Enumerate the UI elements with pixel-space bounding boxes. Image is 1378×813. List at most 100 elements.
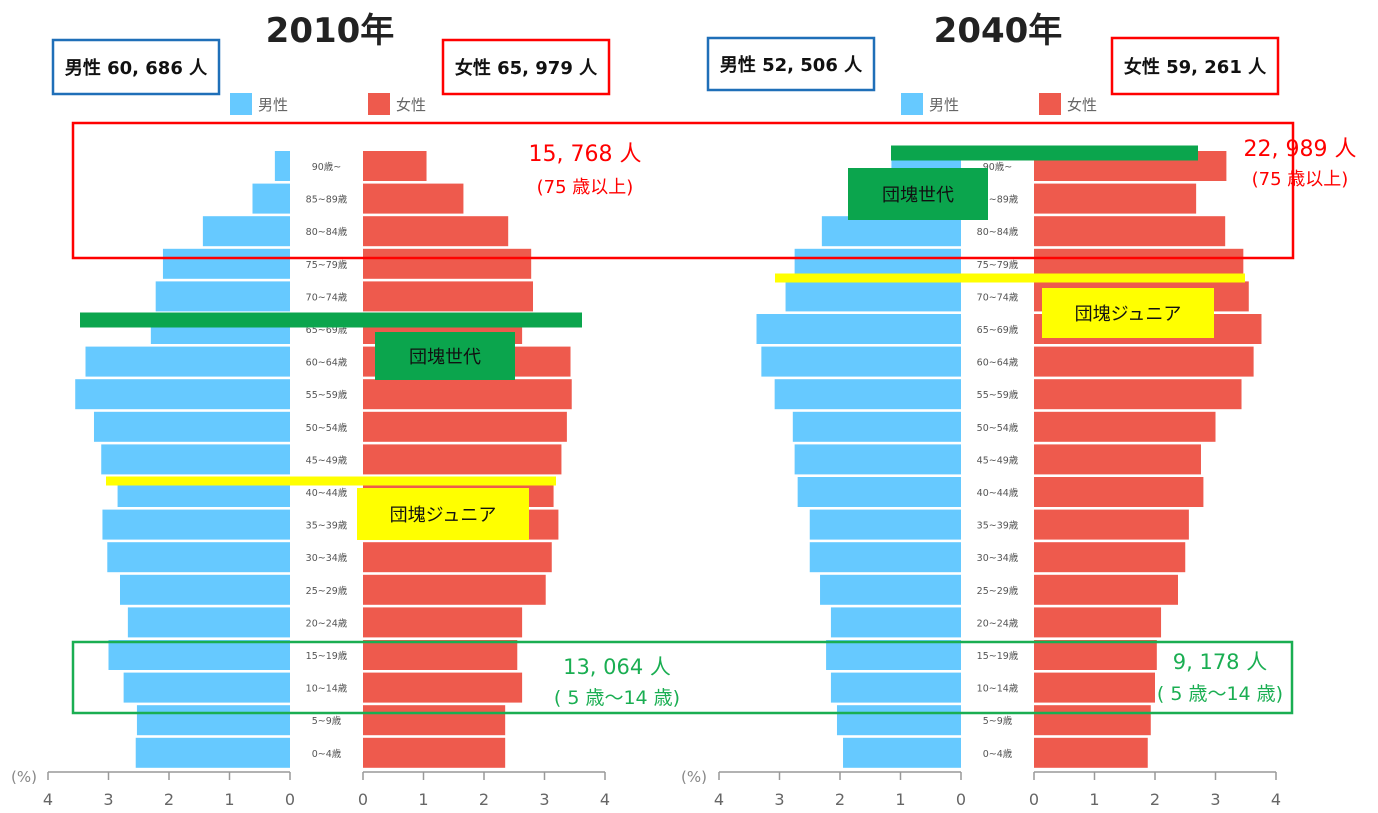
chart-title: 2010年: [266, 11, 395, 51]
female-bar: [363, 151, 427, 181]
female-bar: [1034, 216, 1226, 247]
female-bar: [363, 379, 572, 410]
chart-title: 2040年: [934, 11, 1063, 51]
legend-female-label: 女性: [1067, 96, 1097, 114]
female-bar: [1034, 477, 1204, 507]
dankai-label: 団塊世代: [409, 347, 481, 368]
age-group-label: 60~64歳: [977, 357, 1019, 369]
male-bar: [821, 216, 961, 247]
age-group-label: 30~34歳: [306, 552, 348, 564]
legend-female-label: 女性: [396, 96, 426, 114]
age-group-label: 0~4歳: [983, 748, 1013, 760]
male-bar: [830, 607, 961, 638]
male-bar: [843, 737, 961, 768]
age-group-label: 85~89歳: [306, 194, 348, 206]
female-total-box: [441, 38, 611, 96]
female-bar: [363, 248, 532, 279]
axis-tick-label: 1: [895, 790, 905, 809]
female-bar: [363, 216, 509, 247]
age-group-label: 90歳~: [312, 161, 342, 173]
axis-tick-label: 2: [835, 790, 845, 809]
female-bar: [1034, 444, 1201, 475]
age-group-label: 60~64歳: [306, 357, 348, 369]
legend-female-swatch: [368, 93, 390, 115]
age-group-label: 80~84歳: [977, 226, 1019, 238]
youth-count: 13, 064 人: [563, 655, 671, 679]
female-bar: [1034, 183, 1197, 214]
elderly-highlight-box: [71, 121, 1295, 260]
female-bar: [363, 444, 562, 475]
dankai-label: 団塊世代: [882, 185, 954, 206]
axis-tick-label: 4: [1271, 790, 1281, 809]
age-group-label: 20~24歳: [306, 617, 348, 629]
junior-label: 団塊ジュニア: [1075, 304, 1182, 325]
age-group-label: 5~9歳: [312, 715, 342, 727]
youth-note: ( 5 歳〜14 歳): [1157, 683, 1283, 705]
female-bar: [363, 672, 523, 703]
male-bar: [75, 379, 290, 410]
age-group-label: 75~79歳: [306, 259, 348, 271]
age-group-label: 10~14歳: [306, 683, 348, 695]
x-axis-unit-label: (%): [11, 768, 37, 786]
youth-note: ( 5 歳〜14 歳): [554, 687, 680, 709]
axis-tick-label: 0: [956, 790, 966, 809]
axis-tick-label: 2: [479, 790, 489, 809]
male-bar: [756, 314, 961, 344]
axis-tick-label: 3: [539, 790, 549, 809]
female-bar: [363, 574, 546, 605]
age-group-label: 50~54歳: [977, 422, 1019, 434]
dankai-label-box: [375, 332, 515, 380]
x-axis-unit-label: (%): [681, 768, 707, 786]
male-bar: [101, 444, 291, 475]
axis-tick-label: 1: [1089, 790, 1099, 809]
age-group-label: 35~39歳: [306, 520, 348, 532]
male-bar: [107, 542, 290, 573]
junior-label-box: [357, 488, 529, 540]
male-total-text: 男性 60, 686 人: [65, 57, 208, 79]
dankai-label-box: [848, 168, 988, 220]
male-bar: [123, 672, 290, 703]
female-bar: [1034, 346, 1254, 377]
female-bar: [1034, 705, 1151, 736]
female-bar: [363, 705, 506, 736]
age-group-label: 50~54歳: [306, 422, 348, 434]
legend-male-swatch: [901, 93, 923, 115]
axis-tick-label: 3: [1210, 790, 1220, 809]
age-group-label: 70~74歳: [977, 291, 1019, 303]
male-bar: [162, 248, 290, 279]
male-bar: [809, 542, 961, 573]
female-bar: [1034, 672, 1155, 703]
axis-tick-label: 4: [600, 790, 610, 809]
female-bar: [1034, 574, 1178, 605]
male-bar: [102, 509, 290, 540]
axis-tick-label: 0: [358, 790, 368, 809]
age-group-label: 45~49歳: [977, 454, 1019, 466]
male-bar: [274, 151, 290, 181]
age-group-label: 5~9歳: [983, 715, 1013, 727]
axis-tick-label: 2: [1150, 790, 1160, 809]
youth-count: 9, 178 人: [1173, 650, 1267, 674]
age-group-label: 90歳~: [983, 161, 1013, 173]
elderly-count: 22, 989 人: [1244, 137, 1357, 162]
male-bar: [136, 705, 290, 736]
axis-tick-label: 1: [418, 790, 428, 809]
age-group-label: 80~84歳: [306, 226, 348, 238]
youth-highlight-box: [71, 640, 1294, 715]
male-total-text: 男性 52, 506 人: [720, 54, 863, 76]
age-group-label: 40~44歳: [306, 487, 348, 499]
male-bar: [127, 607, 290, 638]
junior-label: 団塊ジュニア: [390, 505, 497, 526]
male-bar: [155, 281, 290, 312]
axis-tick-label: 3: [774, 790, 784, 809]
male-bar: [820, 574, 961, 605]
female-bar: [363, 411, 567, 442]
age-group-label: 55~59歳: [306, 389, 348, 401]
female-bar: [1034, 509, 1189, 540]
male-bar: [252, 183, 290, 214]
male-bar: [761, 346, 961, 377]
male-bar: [809, 509, 961, 540]
female-bar: [363, 281, 534, 312]
